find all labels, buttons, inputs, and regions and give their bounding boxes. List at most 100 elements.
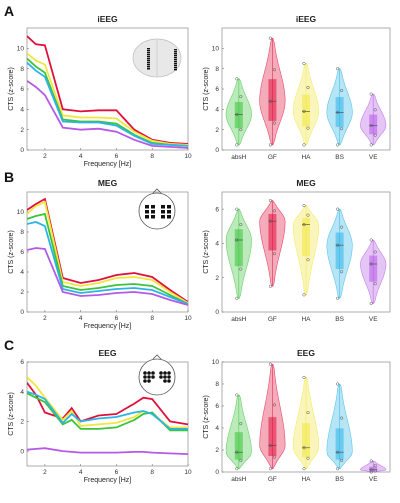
eeg-electrode [143,375,147,379]
ieeg-contact [147,62,150,64]
x-axis-label: Frequency [Hz] [84,477,132,484]
ieeg-contact [174,49,177,51]
ieeg-contact [174,55,177,57]
point-absH [235,393,239,397]
point-VE [369,459,373,463]
point-absH [235,296,239,300]
ieeg-contact [147,48,150,50]
y-tick-label: 6 [20,249,24,256]
point-GF [272,121,276,125]
eeg-electrode [159,371,163,375]
chart-title: iEEG [97,14,118,24]
point-VE [369,143,373,147]
point-VE [373,133,377,137]
category-label-absH: absH [231,476,246,483]
x-tick-label: 4 [79,469,83,476]
point-absH [235,77,239,81]
point-GF [268,467,272,471]
meg-sensor [161,210,165,214]
point-BS [336,296,340,300]
point-BS [340,88,344,93]
nose [152,354,162,360]
point-BS [340,127,344,131]
nose [152,188,162,194]
chart-title: MEG [98,178,118,188]
eeg-electrode [167,375,171,379]
point-HA [302,143,306,147]
ieeg-contact [147,56,150,58]
y-tick-label: 8 [20,229,24,236]
y-tick-label: 2 [20,127,24,134]
ieeg-contact [174,67,177,69]
series-line-1 [27,200,188,304]
category-label-BS: BS [335,154,344,161]
eeg-electrode [147,371,151,375]
point-GF [268,284,272,288]
y-tick-label: 10 [17,46,25,53]
y-axis-label: CTS (z-score) [203,230,210,274]
point-VE [373,250,377,254]
point-VE [369,468,373,472]
y-tick-label: 2 [215,275,219,282]
series-line-4 [27,247,188,306]
point-VE [373,463,377,467]
point-absH [239,267,243,271]
x-tick-label: 8 [150,153,154,160]
point-BS [336,450,340,454]
y-tick-label: 4 [215,241,219,248]
point-absH [235,467,239,471]
point-GF [268,99,272,103]
point-absH [235,143,239,147]
y-tick-label: 0 [20,448,24,455]
point-absH [235,207,239,211]
category-label-HA: HA [301,154,311,161]
ieeg-contact [174,59,177,61]
y-tick-label: 6 [215,86,219,93]
x-tick-label: 4 [79,315,83,322]
y-tick-label: 6 [20,86,24,93]
point-GF [272,252,276,256]
point-GF [272,403,276,407]
ieeg-contact [174,53,177,55]
eeg-electrode [163,375,167,379]
category-label-HA: HA [301,476,311,483]
series-line-3 [27,390,188,430]
eeg-electrode [167,371,171,375]
series-line-4 [27,80,188,149]
y-tick-label: 4 [215,107,219,114]
chart-title: EEG [99,348,117,358]
eeg-electrode [163,371,167,375]
y-tick-label: 8 [20,66,24,73]
y-tick-label: 2 [215,447,219,454]
y-tick-label: 2 [20,289,24,296]
y-tick-label: 4 [20,389,24,396]
brain-top-view-icon [132,38,182,78]
point-HA [302,223,306,227]
point-BS [336,207,340,211]
y-axis-label: CTS (z-score) [8,392,15,436]
category-label-BS: BS [335,476,344,483]
series-line-0 [27,35,188,145]
meg-sensor [151,210,155,214]
category-label-absH: absH [231,154,246,161]
meg-sensor [145,205,149,209]
y-tick-label: 10 [212,359,220,366]
point-VE [369,262,373,266]
category-label-GF: GF [268,154,277,161]
meg-sensor [151,215,155,219]
y-tick-label: 0 [20,309,24,316]
point-HA [302,375,306,379]
category-label-GF: GF [268,316,277,323]
y-axis-label: CTS (z-score) [8,230,15,274]
x-axis-label: Frequency [Hz] [84,161,132,168]
y-tick-label: 10 [212,46,220,53]
axes-3: MEG 0 2 4 6 CTS (z-score) absH GF HA BS VE [203,178,391,323]
point-absH [235,112,239,116]
meg-sensor [167,215,171,219]
axes-5: EEG 0 2 4 6 8 10 CTS (z-score) absH GF HA BS VE [203,348,391,483]
point-VE [369,301,373,305]
meg-sensor [161,205,165,209]
point-HA [306,126,310,130]
eeg-electrode [163,379,167,383]
ieeg-contact [174,51,177,53]
